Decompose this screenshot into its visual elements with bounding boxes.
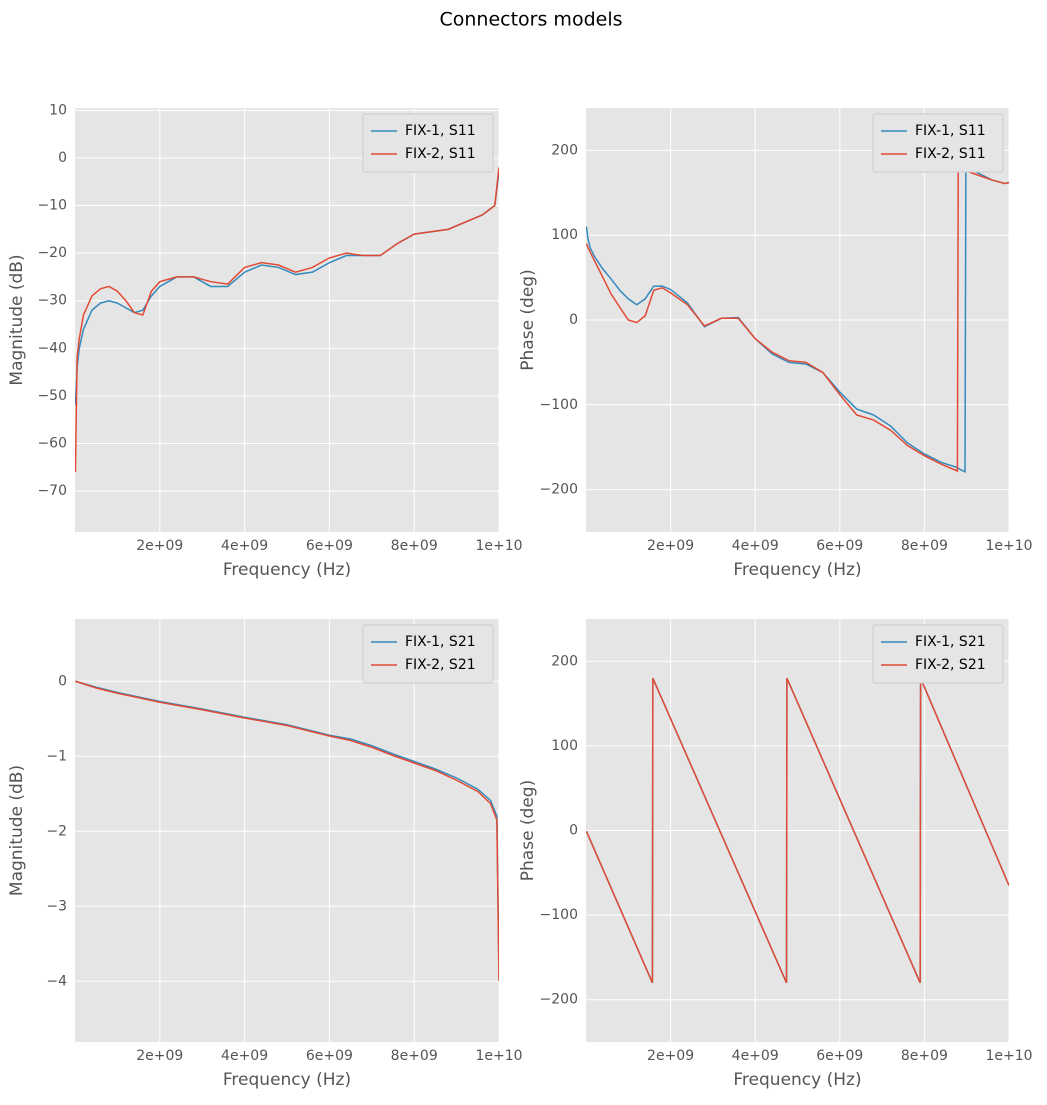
legend-label: FIX-1, S11 xyxy=(915,123,986,139)
legend-box xyxy=(872,624,1004,684)
y-tick-label: −1 xyxy=(46,748,67,764)
legend: FIX-1, S11 FIX-2, S11 xyxy=(872,113,1004,173)
x-tick-label: 1e+10 xyxy=(985,1048,1032,1064)
y-tick-label: −20 xyxy=(37,245,67,261)
x-tick-label: 2e+09 xyxy=(136,1048,183,1064)
y-tick-label: 100 xyxy=(551,227,578,243)
y-tick-label: −3 xyxy=(46,898,67,914)
axes: −200 −100 0 100 200 2e+09 4e+09 6e+09 8e+09 1e+10… xyxy=(518,619,1033,1090)
y-tick-label: −60 xyxy=(37,435,67,451)
legend-box xyxy=(362,113,494,173)
x-tick-label: 6e+09 xyxy=(306,1048,353,1064)
y-axis-label: Magnitude (dB) xyxy=(7,765,27,896)
legend-label: FIX-1, S11 xyxy=(405,123,476,139)
y-tick-label: −2 xyxy=(46,823,67,839)
x-tick-label: 4e+09 xyxy=(732,538,779,554)
x-tick-label: 6e+09 xyxy=(816,1048,863,1064)
x-tick-label: 6e+09 xyxy=(306,538,353,554)
y-tick-label: −70 xyxy=(37,483,67,499)
y-tick-label: −100 xyxy=(540,907,578,923)
x-tick-label: 8e+09 xyxy=(901,1048,948,1064)
legend-box xyxy=(362,624,494,684)
legend-box xyxy=(872,113,1004,173)
y-tick-label: −40 xyxy=(37,340,67,356)
y-tick-label: 100 xyxy=(551,738,578,754)
legend: FIX-1, S21 FIX-2, S21 xyxy=(872,624,1004,684)
x-axis-label: Frequency (Hz) xyxy=(733,560,861,580)
figure-title: Connectors models xyxy=(440,9,623,31)
x-tick-label: 4e+09 xyxy=(221,1048,268,1064)
y-tick-label: −30 xyxy=(37,293,67,309)
x-tick-label: 1e+10 xyxy=(475,1048,522,1064)
y-tick-label: 0 xyxy=(58,150,67,166)
legend-label: FIX-2, S11 xyxy=(915,146,986,162)
x-tick-label: 2e+09 xyxy=(136,538,183,554)
y-tick-label: 200 xyxy=(551,142,578,158)
x-tick-label: 8e+09 xyxy=(901,538,948,554)
legend-label: FIX-2, S21 xyxy=(405,657,476,673)
y-tick-label: −50 xyxy=(37,388,67,404)
y-axis-label: Phase (deg) xyxy=(518,269,538,370)
series-line xyxy=(586,677,1009,984)
axes: −4 −3 −2 −1 0 2e+09 4e+09 6e+09 8e+09 1e+10 Freque… xyxy=(7,619,523,1090)
legend-label: FIX-1, S21 xyxy=(405,634,476,650)
y-axis-label: Magnitude (dB) xyxy=(7,254,27,385)
legend-label: FIX-2, S11 xyxy=(405,146,476,162)
axes: −70 −60 −50 −40 −30 −20 −10 0 10 2e+09 4e+09 6e+09 8… xyxy=(7,102,523,580)
x-tick-label: 2e+09 xyxy=(647,1048,694,1064)
x-tick-label: 1e+10 xyxy=(475,538,522,554)
legend: FIX-1, S21 FIX-2, S21 xyxy=(362,624,494,684)
y-tick-label: −200 xyxy=(540,992,578,1008)
x-axis-label: Frequency (Hz) xyxy=(223,560,351,580)
x-tick-label: 8e+09 xyxy=(391,538,438,554)
series-line xyxy=(586,166,1009,474)
y-tick-label: 0 xyxy=(58,673,67,689)
x-axis-label: Frequency (Hz) xyxy=(223,1070,351,1090)
x-tick-label: 2e+09 xyxy=(647,538,694,554)
legend-label: FIX-2, S21 xyxy=(915,657,986,673)
y-tick-label: −4 xyxy=(46,973,67,989)
y-tick-label: 0 xyxy=(569,823,578,839)
x-tick-label: 6e+09 xyxy=(816,538,863,554)
axes: −200 −100 0 100 200 2e+09 4e+09 6e+09 8e+09 1e+10… xyxy=(518,108,1033,580)
legend-label: FIX-1, S21 xyxy=(915,634,986,650)
plot-area xyxy=(75,619,499,1042)
y-tick-label: 200 xyxy=(551,653,578,669)
x-axis-label: Frequency (Hz) xyxy=(733,1070,861,1090)
series-line xyxy=(75,680,499,982)
y-tick-label: −10 xyxy=(37,198,67,214)
y-tick-label: −100 xyxy=(540,397,578,413)
legend: FIX-1, S11 FIX-2, S11 xyxy=(362,113,494,173)
x-tick-label: 4e+09 xyxy=(732,1048,779,1064)
y-tick-label: 0 xyxy=(569,312,578,328)
y-tick-label: 10 xyxy=(49,102,67,118)
x-tick-label: 1e+10 xyxy=(985,538,1032,554)
series-line xyxy=(75,167,499,473)
x-tick-label: 4e+09 xyxy=(221,538,268,554)
y-tick-label: −200 xyxy=(540,482,578,498)
x-tick-label: 8e+09 xyxy=(391,1048,438,1064)
y-axis-label: Phase (deg) xyxy=(518,780,538,881)
plot-area xyxy=(75,108,499,532)
